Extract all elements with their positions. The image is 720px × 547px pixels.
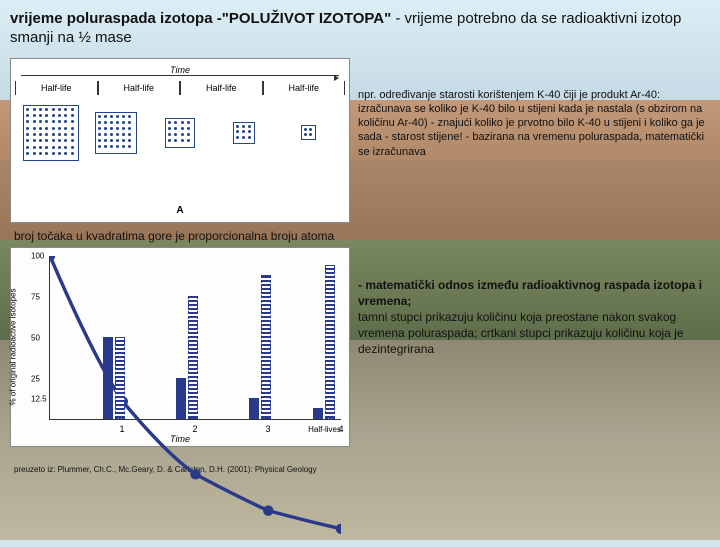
bar-dashed: [325, 265, 335, 419]
fig-b-xlabel: Time: [170, 434, 190, 444]
fig-a-caption: A: [176, 205, 183, 216]
description-text-1: npr. određivanje starosti korištenjem K-…: [358, 58, 710, 223]
text2-bold: - matematički odnos između radioaktivnog…: [358, 277, 710, 309]
half-life-label: Half-life: [263, 81, 346, 95]
x-tick: 3: [265, 424, 270, 434]
atom-square: [23, 105, 79, 161]
fig-b-ylabel: % of original radioactive isotopes: [9, 288, 18, 405]
x-tick: 2: [192, 424, 197, 434]
y-tick: 50: [31, 333, 40, 342]
x-tick: 1: [119, 424, 124, 434]
bar-dashed: [188, 296, 198, 419]
atom-square: [95, 112, 137, 154]
half-life-label: Half-life: [15, 81, 98, 95]
half-life-label: Half-life: [180, 81, 263, 95]
bar-dashed: [115, 337, 125, 419]
figure-a: Time Half-lifeHalf-lifeHalf-lifeHalf-lif…: [10, 58, 350, 223]
half-life-label: Half-life: [98, 81, 181, 95]
slide-content: vrijeme poluraspada izotopa -"POLUŽIVOT …: [0, 0, 720, 482]
y-tick: 75: [31, 292, 40, 301]
description-text-2: - matematički odnos između radioaktivnog…: [358, 247, 710, 447]
figure-b: % of original radioactive isotopes Time …: [10, 247, 350, 447]
y-tick: 12.5: [31, 395, 47, 404]
y-tick: 100: [31, 251, 44, 260]
bar-solid: [103, 337, 113, 419]
fig-a-time-label: Time: [170, 65, 190, 75]
bar-solid: [313, 408, 323, 418]
fig-b-xlabel2: Half-lives: [308, 425, 341, 434]
atom-square: [301, 125, 316, 140]
title-bold: vrijeme poluraspada izotopa -"POLUŽIVOT …: [10, 10, 391, 27]
bar-dashed: [261, 275, 271, 419]
y-tick: 25: [31, 374, 40, 383]
x-tick: 4: [338, 424, 343, 434]
mid-caption: broj točaka u kvadratima gore je proporc…: [14, 229, 710, 243]
atom-square: [165, 118, 195, 148]
bar-solid: [249, 398, 259, 419]
text2-rest: tamni stupci prikazuju količinu koja pre…: [358, 309, 710, 358]
bar-solid: [176, 378, 186, 419]
title-block: vrijeme poluraspada izotopa -"POLUŽIVOT …: [10, 8, 710, 54]
atom-square: [233, 122, 255, 144]
